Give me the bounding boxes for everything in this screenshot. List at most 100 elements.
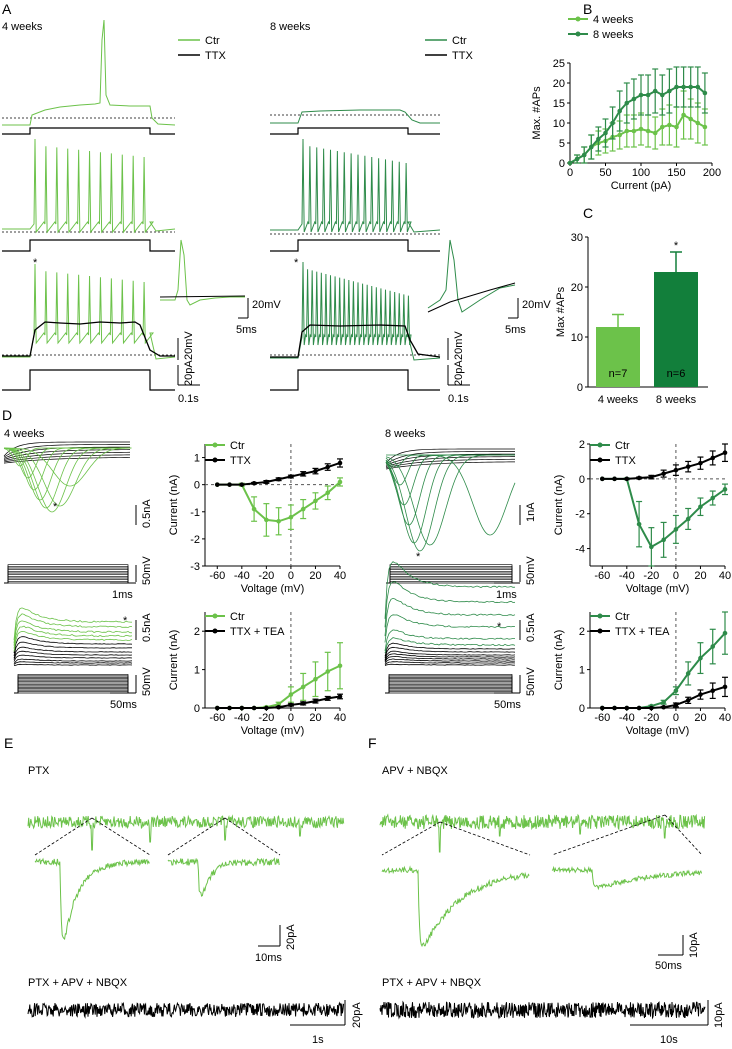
series-line [602, 632, 726, 709]
d-step-protocol-k-8w [385, 674, 516, 694]
a-trace-4w-row1 [2, 19, 176, 135]
e-zoom-trace-2 [167, 857, 280, 897]
y-tick-label: 20 [571, 282, 583, 294]
y-axis-label: Current (nA) [553, 630, 565, 691]
legend-label: TTX + TEA [230, 626, 285, 638]
x-tick-label: 0 [567, 167, 573, 179]
a-trace-4w-row2 [2, 138, 176, 252]
step-sweep [4, 564, 132, 584]
f-trace-blocked [379, 1000, 706, 1020]
d-star-k-8w: * [497, 621, 502, 633]
data-point [645, 128, 651, 134]
d-scale-50mv-2: 50mV [525, 556, 537, 585]
d-star-k-4w: * [123, 615, 128, 627]
e-scale-1s: 1s [312, 1034, 324, 1046]
data-point [652, 130, 658, 136]
bar [596, 327, 640, 387]
data-point [638, 126, 644, 132]
panel-label-f: F [368, 735, 377, 751]
x-tick-label: 40 [719, 570, 731, 582]
na-trace [385, 454, 515, 546]
x-tick-label: 20 [694, 570, 706, 582]
legend-label: Ctr [615, 611, 630, 623]
a-scale-20mv-inset-8w: 20mV [522, 299, 551, 311]
data-point [636, 475, 642, 481]
data-point [685, 464, 691, 469]
k-trace [13, 641, 132, 656]
step-sweep [386, 577, 516, 584]
data-point [645, 92, 651, 98]
data-point [674, 84, 679, 90]
k-trace [384, 653, 516, 662]
x-tick-label: 0 [673, 712, 679, 724]
step-sweep [385, 685, 516, 694]
x-axis-label: Voltage (mV) [626, 725, 690, 737]
y-axis-label: Current (nA) [553, 475, 565, 536]
k-trace [13, 630, 133, 652]
panel-label-d: D [2, 407, 12, 423]
k-trace [384, 655, 516, 663]
d-star-na-8w: * [416, 551, 421, 563]
d-scale-50mv-1: 50mV [141, 556, 153, 585]
d-scale-na-4w: 0.5nA 50mV 1ms [110, 499, 153, 601]
y-tick-label: 0 [194, 703, 200, 715]
data-point [276, 704, 281, 710]
data-point [325, 464, 331, 470]
a-trace-4w-row3: * [2, 257, 176, 391]
y-tick-label: 0 [579, 474, 585, 486]
data-point [631, 96, 637, 102]
data-point [685, 698, 691, 703]
data-point [685, 516, 691, 522]
a-scale-20mv-4w: 20mV [183, 331, 195, 360]
data-point [649, 705, 654, 711]
significance-star: * [674, 240, 679, 252]
data-point [698, 460, 703, 466]
n-label: n=7 [609, 368, 628, 380]
data-point [574, 156, 580, 162]
k-trace [384, 650, 516, 661]
data-point [610, 120, 615, 126]
data-point [581, 152, 587, 158]
k-trace [384, 658, 516, 664]
a-scale-5ms-4w: 5ms [236, 324, 257, 336]
d-scale-50ms-1: 50ms [110, 699, 137, 711]
a-scale-8w: 20mV 20pA 0.1s [447, 331, 470, 405]
d-na-traces-4w [3, 441, 132, 513]
legend-label: TTX + TEA [615, 626, 670, 638]
step-sweep [385, 679, 516, 694]
a-legend-ttx-4w: TTX [205, 50, 226, 62]
data-point [264, 479, 269, 485]
f-scale-10pa-1: 10pA [688, 932, 700, 958]
category-label: 8 weeks [656, 394, 697, 406]
d-scale-05na-2: 0.5nA [141, 613, 153, 642]
a-trace-8w-row2 [270, 138, 441, 252]
a-scale-5ms-8w: 5ms [505, 324, 526, 336]
data-point [300, 506, 306, 512]
step-sweep [14, 676, 132, 694]
na-trace-black [385, 461, 516, 470]
a-legend-8w: Ctr TTX [425, 35, 473, 62]
data-point [617, 132, 622, 138]
x-tick-label: 40 [719, 712, 731, 724]
d-scale-na-8w: 1nA 50mV 1ms [494, 502, 537, 601]
data-point [276, 476, 281, 482]
d-scale-50mv-3: 50mV [141, 667, 153, 696]
a-legend-ttx-8w: TTX [452, 50, 473, 62]
x-tick-label: 40 [334, 570, 346, 582]
legend-label: 8 weeks [593, 29, 634, 41]
data-point [652, 88, 658, 94]
chart-d3: -60 -40 -20 0 20 40 0 1 2 Voltage (mV) Current (nA… [168, 611, 346, 737]
data-point [710, 455, 716, 461]
d-scale-1na: 1nA [525, 502, 537, 522]
a-star-8w: * [294, 257, 299, 269]
legend-marker [597, 442, 603, 448]
data-point [667, 88, 672, 94]
a-scale-20pa-8w: 20pA [453, 360, 465, 386]
y-axis-label: Current (nA) [168, 630, 180, 691]
data-point [337, 479, 343, 485]
x-tick-label: 20 [694, 712, 706, 724]
data-point [313, 498, 318, 504]
data-point [673, 467, 679, 473]
legend-marker [597, 628, 603, 634]
